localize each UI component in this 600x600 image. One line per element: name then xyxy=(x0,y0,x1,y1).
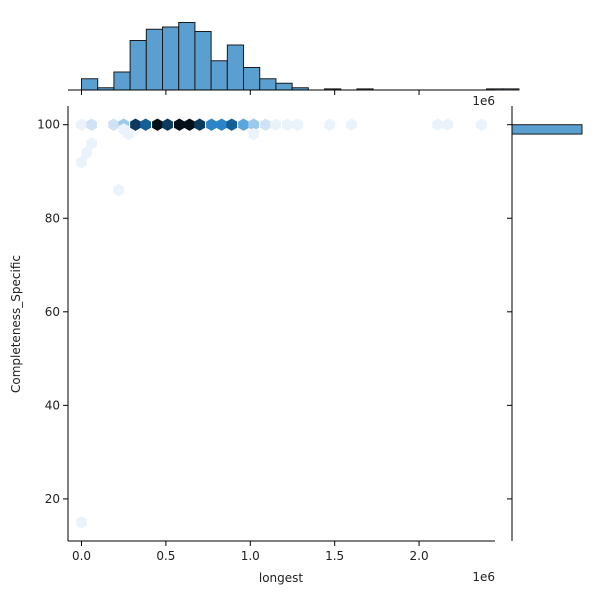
hexbin-4 xyxy=(130,118,141,131)
hexbin-7 xyxy=(162,118,173,131)
hexbin-23 xyxy=(442,118,454,131)
x-offset-label-bottom: 1e6 xyxy=(472,570,495,584)
hexbin-2 xyxy=(108,118,119,131)
y-marginal-bar-0 xyxy=(511,124,583,135)
hexbin-25 xyxy=(86,137,97,150)
x-marginal-bar-0 xyxy=(81,78,99,91)
hexbin-32 xyxy=(76,516,87,529)
hexbin-6 xyxy=(152,118,163,131)
x-tick-label-1: 0.5 xyxy=(156,549,175,563)
hexbin-19 xyxy=(292,118,303,131)
hexbin-9 xyxy=(184,118,195,131)
hexbin-1 xyxy=(86,118,97,131)
x-axis-label: longest xyxy=(259,571,304,585)
x-tick-label-0: 0.0 xyxy=(72,549,91,563)
hexbin-26 xyxy=(81,146,92,159)
joint-axes: 0.0 0.5 1.0 1.5 2.0 20 40 60 80 100 xyxy=(37,106,495,563)
hexbin-11 xyxy=(206,118,217,131)
hexbin-21 xyxy=(346,118,357,131)
x-marginal-bar-26 xyxy=(502,88,520,91)
hexbin-30 xyxy=(248,127,260,141)
hexbin-16 xyxy=(260,118,271,131)
x-marginal-bar-8 xyxy=(210,60,228,91)
x-marginal-bar-5 xyxy=(162,26,180,91)
y-tick-label-3: 80 xyxy=(45,211,60,225)
hexbin-31 xyxy=(113,183,124,197)
hexbin-22 xyxy=(432,118,443,131)
x-marginal-bar-7 xyxy=(194,31,212,91)
x-marginal-bar-12 xyxy=(275,82,293,91)
y-tick-label-1: 40 xyxy=(45,398,60,412)
x-tick-label-3: 1.5 xyxy=(325,549,344,563)
hexbin-18 xyxy=(282,118,293,131)
hexbin-14 xyxy=(238,118,249,131)
x-tick-label-4: 2.0 xyxy=(410,549,429,563)
hexbin-10 xyxy=(194,118,206,131)
hexbin-27 xyxy=(76,155,87,169)
hexbin-5 xyxy=(140,118,152,131)
hexbin-29 xyxy=(118,123,130,136)
x-offset-label: 1e6 xyxy=(472,94,495,108)
x-marginal-bar-9 xyxy=(226,44,245,91)
x-marginal-bar-2 xyxy=(113,71,131,91)
y-marginal-histogram xyxy=(507,106,583,541)
hexbin-15 xyxy=(248,118,260,131)
y-tick-label-4: 100 xyxy=(37,118,60,132)
x-marginal-histogram xyxy=(68,22,520,95)
hexbin-12 xyxy=(216,118,227,131)
hexbin-24 xyxy=(476,118,487,131)
hexbin-0 xyxy=(76,118,87,131)
hexbin-13 xyxy=(226,118,238,131)
y-axis-label: Completeness_Specific xyxy=(9,255,23,393)
x-marginal-bar-6 xyxy=(178,22,196,91)
x-marginal-bar-10 xyxy=(243,67,261,91)
hexbin-8 xyxy=(174,118,185,131)
x-marginal-bar-3 xyxy=(129,40,147,91)
x-marginal-bar-4 xyxy=(145,28,164,91)
x-tick-label-2: 1.0 xyxy=(241,549,260,563)
y-tick-label-2: 60 xyxy=(45,305,60,319)
hexbin-17 xyxy=(270,118,281,131)
hexbin-20 xyxy=(324,118,335,131)
y-tick-label-0: 20 xyxy=(45,492,60,506)
x-marginal-bar-11 xyxy=(259,78,277,91)
